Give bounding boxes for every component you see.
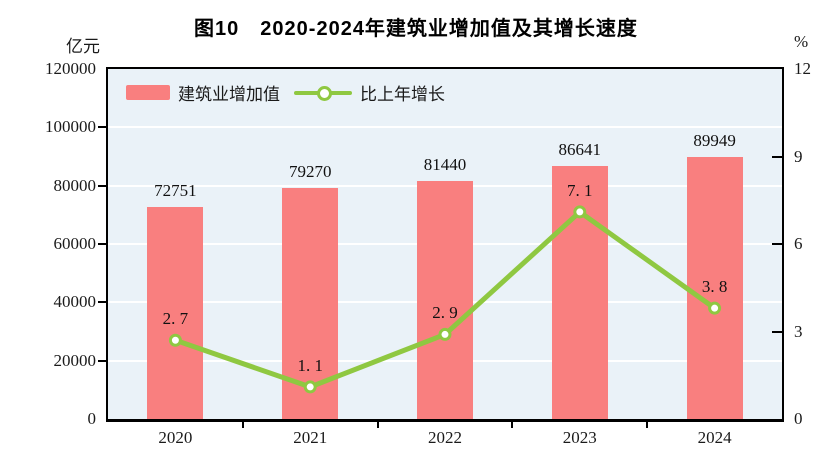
left-axis-tick-label: 80000 [53, 175, 97, 195]
legend-item-bar: 建筑业增加值 [126, 80, 280, 105]
left-axis-tick-label: 100000 [45, 117, 96, 137]
line-point-marker [303, 380, 317, 394]
bar-value-label: 89949 [693, 130, 736, 150]
line-marker-icon [317, 86, 332, 101]
x-axis-tick [376, 422, 379, 428]
left-axis-tick [98, 359, 106, 362]
x-axis-category-label: 2022 [427, 428, 462, 447]
right-axis-tick-label: 3 [794, 321, 803, 341]
growth-line-chart [168, 205, 722, 394]
line-point-marker [438, 327, 452, 341]
bar [686, 156, 743, 419]
line-point-label: 7. 1 [567, 180, 593, 200]
bar [147, 206, 204, 419]
bar-value-label: 81440 [423, 155, 467, 175]
right-axis-tick [772, 243, 782, 245]
right-axis-tick-label: 9 [794, 146, 803, 166]
left-axis-tick-label: 60000 [53, 234, 97, 253]
line-series-swatch-icon [294, 85, 352, 101]
line-point-marker [573, 205, 587, 219]
bar-value-label: 86641 [558, 140, 602, 160]
chart-legend: 建筑业增加值 比上年增长 [126, 80, 445, 105]
right-axis-tick [772, 155, 782, 158]
left-axis-tick-label: 40000 [53, 292, 97, 312]
x-axis-tick [646, 422, 649, 428]
left-axis-unit-label: 亿元 [66, 37, 100, 56]
legend-bar-label: 建筑业增加值 [178, 85, 280, 104]
line-point-marker [168, 333, 182, 347]
plot-area: 72751 79270 81440 86641 89949 2. 7 1. 1 2. 9 7. … [108, 69, 782, 419]
right-axis-tick-label: 0 [794, 409, 803, 428]
x-axis-category-label: 2021 [293, 428, 328, 447]
legend-line-label: 比上年增长 [360, 85, 445, 104]
right-axis-tick [772, 330, 782, 333]
x-axis-tick [241, 422, 244, 428]
line-point-label: 1. 1 [297, 355, 323, 375]
left-axis-tick-label: 0 [87, 409, 97, 428]
right-axis-tick-label: 12 [794, 59, 811, 78]
left-axis-tick [98, 301, 106, 304]
left-axis-tick [98, 126, 106, 129]
x-axis-category-label: 2024 [697, 428, 732, 447]
line-point-label: 2. 7 [162, 309, 189, 329]
right-axis-unit-label: % [794, 32, 809, 51]
bar-value-label: 79270 [288, 161, 332, 181]
legend-item-line: 比上年增长 [294, 80, 445, 105]
left-axis-tick-label: 120000 [45, 59, 96, 78]
bar-value-label: 72751 [154, 180, 197, 200]
line-point-marker [708, 301, 722, 315]
x-axis-category-label: 2020 [158, 428, 193, 447]
left-axis-tick-label: 20000 [53, 350, 97, 370]
line-point-label: 2. 9 [432, 303, 458, 323]
line-point-label: 3. 8 [701, 277, 728, 297]
left-axis-tick [98, 184, 106, 187]
chart-title: 图10 2020-2024年建筑业增加值及其增长速度 [194, 18, 638, 40]
gridline [108, 126, 782, 129]
x-axis-tick [511, 422, 514, 428]
x-axis-category-label: 2023 [562, 428, 597, 447]
bar [417, 181, 473, 419]
bar-series-swatch-icon [126, 85, 170, 100]
right-axis-tick-label: 6 [794, 234, 803, 253]
left-axis-tick [98, 243, 106, 245]
